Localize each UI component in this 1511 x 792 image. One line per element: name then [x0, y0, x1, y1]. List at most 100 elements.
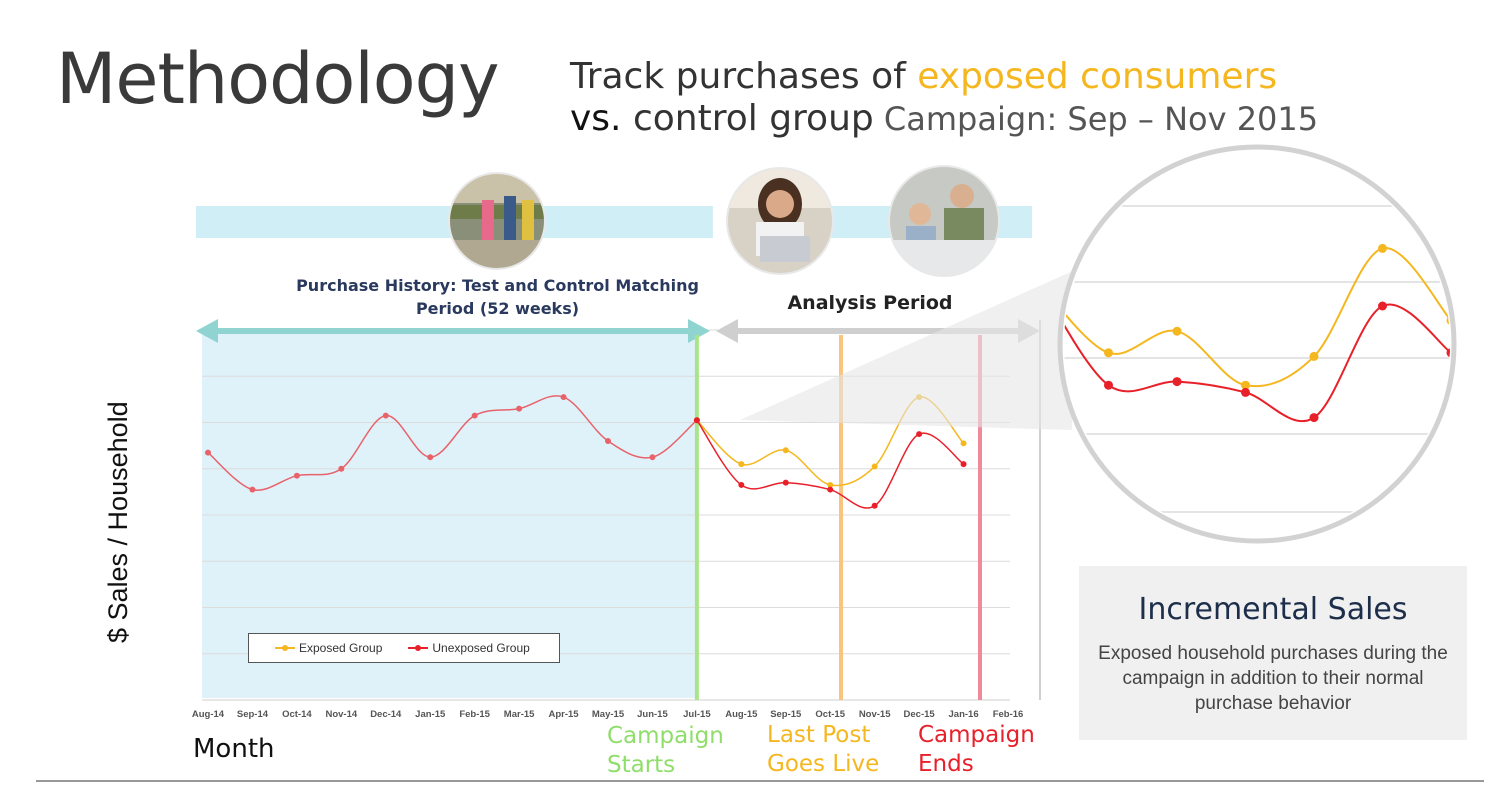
zoom-unexposed-point-Jan-16	[1446, 348, 1450, 358]
shoppers-photo-person-2	[504, 196, 516, 240]
callout-title: Incremental Sales	[1138, 592, 1408, 627]
unexposed-point-Jan-16	[960, 461, 967, 468]
x-tick-label: Jan-16	[949, 709, 979, 720]
unexposed-series-line	[696, 419, 965, 509]
zoom-circle	[1057, 144, 1457, 544]
last-post-label: Last Post Goes Live	[767, 721, 879, 779]
callout-text: Exposed household purchases during the c…	[1098, 643, 1448, 714]
legend-swatch-exposed	[275, 645, 295, 651]
x-tick-label: Sep-14	[237, 709, 269, 720]
legend-item-exposed: Exposed Group	[275, 641, 382, 655]
x-tick-label: Oct-15	[815, 709, 845, 720]
family-checkout-photo	[889, 166, 999, 276]
laptop-woman-photo-laptop	[760, 236, 810, 262]
zoom-unexposed-point-Aug-15	[1104, 380, 1113, 390]
x-tick-label: May-15	[592, 709, 625, 720]
campaign-starts-line-1: Campaign	[607, 723, 724, 749]
history-point-Oct-14	[293, 472, 300, 479]
x-tick-label: Sep-15	[770, 709, 802, 720]
exposed-point-Nov-15	[871, 463, 878, 470]
campaign-ends-line-2: Ends	[918, 751, 974, 777]
unexposed-point-Oct-15	[827, 486, 834, 493]
zoom-exposed-point-Oct-15	[1241, 380, 1250, 390]
history-point-Mar-15	[516, 405, 523, 412]
subtitle-vs: vs.	[570, 98, 622, 139]
analysis-arrow-head-left	[716, 319, 738, 343]
history-point-Jun-15	[649, 454, 656, 461]
shoppers-photo-person-3	[522, 200, 534, 240]
x-tick-label: Apr-15	[549, 709, 580, 720]
family-checkout-photo-ring	[888, 165, 1000, 277]
zoom-unexposed-point-Dec-15	[1378, 301, 1387, 311]
history-point-Dec-14	[382, 412, 389, 419]
zoom-exposed-point-Dec-15	[1378, 243, 1387, 253]
shoppers-photo-shelf-mid	[449, 205, 545, 219]
unexposed-point-Jul-15	[693, 417, 700, 424]
laptop-woman-photo	[727, 168, 833, 274]
x-tick-label: Nov-14	[325, 709, 357, 720]
analysis-period-label: Analysis Period	[787, 292, 953, 314]
last-post-line-2: Goes Live	[767, 751, 880, 777]
incremental-sales-callout: Incremental Sales Exposed household purc…	[1079, 566, 1467, 740]
x-axis-label: Month	[193, 734, 275, 764]
exposed-point-Sep-15	[782, 447, 789, 454]
shoppers-photo-person-1	[482, 200, 494, 240]
legend-swatch-unexposed	[408, 645, 429, 651]
last-post-line-1: Last Post	[767, 722, 871, 748]
zoom-wedge	[740, 270, 1075, 430]
unexposed-point-Aug-15	[738, 481, 745, 488]
history-point-Jan-15	[427, 454, 434, 461]
y-axis-label: $ Sales / Household	[103, 401, 133, 643]
laptop-woman-photo-face	[766, 190, 794, 218]
history-arrow-head-left	[196, 319, 218, 343]
legend-item-unexposed: Unexposed Group	[408, 641, 530, 655]
laptop-woman-photo-ring	[726, 167, 834, 275]
zoom-unexposed-point-Nov-15	[1309, 413, 1319, 423]
x-tick-label: Mar-15	[504, 709, 535, 720]
zoom-exposed-point-Sep-15	[1172, 326, 1182, 336]
zoom-exposed-point-Nov-15	[1309, 351, 1319, 361]
slide-subtitle: Track purchases of exposed consumers vs.…	[570, 56, 1318, 146]
subtitle-prefix: Track purchases of	[570, 56, 918, 97]
exposed-point-Aug-15	[738, 461, 745, 468]
exposed-point-Oct-15	[827, 481, 834, 488]
campaign-ends-label: Campaign Ends	[918, 721, 1035, 779]
family-checkout-photo-adult-face	[950, 184, 974, 208]
history-period-label: Purchase History: Test and Control Match…	[296, 276, 699, 318]
exposed-point-Jan-16	[960, 440, 967, 447]
x-tick-label: Jan-15	[415, 709, 446, 720]
x-tick-label: Jun-15	[637, 709, 668, 720]
x-tick-label: Jul-15	[683, 709, 711, 720]
x-tick-label: Feb-16	[993, 709, 1024, 720]
x-tick-label: Aug-14	[192, 709, 225, 720]
subtitle-campaign: Campaign: Sep – Nov 2015	[873, 100, 1319, 138]
history-point-Nov-14	[338, 465, 345, 472]
family-checkout-photo-child-face	[909, 203, 931, 225]
campaign-starts-line-2: Starts	[607, 752, 676, 778]
chart-legend: Exposed Group Unexposed Group	[248, 633, 560, 663]
history-point-Sep-14	[249, 486, 256, 493]
unexposed-point-Nov-15	[871, 502, 878, 509]
legend-label-exposed: Exposed Group	[299, 641, 383, 655]
history-arrow-head-right	[688, 319, 710, 343]
unexposed-point-Sep-15	[782, 479, 789, 486]
subtitle-control-group: control group	[621, 98, 874, 139]
zoom-unexposed-point-Oct-15	[1241, 387, 1250, 397]
unexposed-point-Dec-15	[916, 431, 923, 438]
bottom-divider	[36, 780, 1484, 782]
zoom-exposed-point-Aug-15	[1104, 348, 1113, 358]
campaign-starts-label: Campaign Starts	[607, 722, 724, 780]
history-point-Feb-15	[471, 412, 478, 419]
shoppers-photo-ring	[448, 172, 546, 270]
x-tick-label: Aug-15	[725, 709, 758, 720]
history-point-Apr-15	[560, 394, 567, 401]
zoom-unexposed-point-Sep-15	[1172, 377, 1182, 387]
zoom-content	[1064, 205, 1450, 513]
history-point-May-15	[605, 438, 611, 444]
x-tick-label: Dec-15	[904, 709, 936, 720]
legend-label-unexposed: Unexposed Group	[432, 641, 530, 655]
history-point-Aug-14	[205, 449, 211, 456]
x-tick-label: Nov-15	[859, 709, 891, 720]
shoppers-photo-floor	[452, 240, 542, 269]
